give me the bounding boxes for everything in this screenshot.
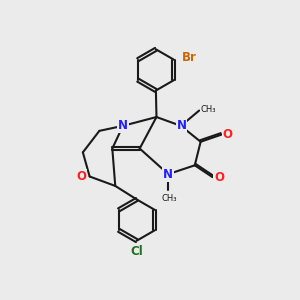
Text: N: N (118, 119, 128, 132)
Text: O: O (214, 171, 224, 184)
Text: CH₃: CH₃ (161, 194, 177, 203)
Text: CH₃: CH₃ (200, 106, 216, 115)
Text: N: N (163, 168, 173, 181)
Text: Cl: Cl (130, 245, 143, 258)
Text: O: O (223, 128, 233, 141)
Text: O: O (76, 170, 86, 183)
Text: Br: Br (182, 51, 196, 64)
Text: N: N (176, 119, 187, 132)
